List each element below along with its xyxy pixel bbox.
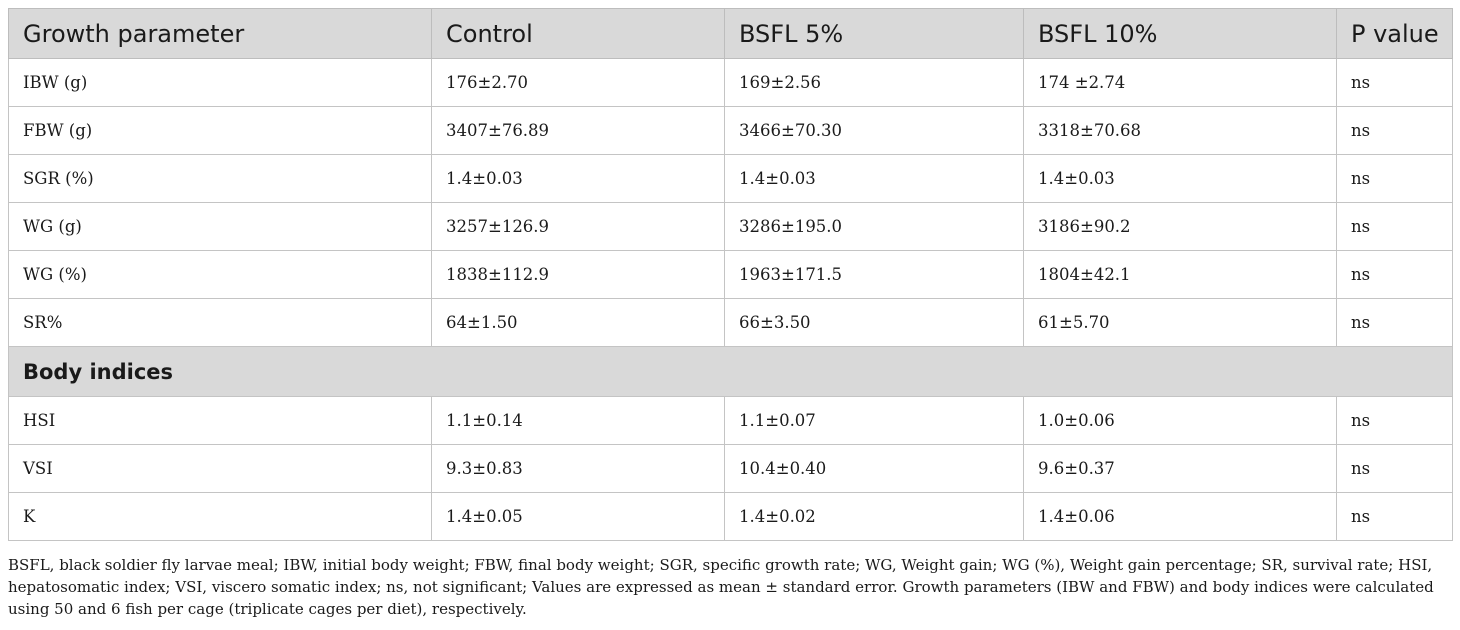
data-table-container: Growth parameter Control BSFL 5% BSFL 10…	[8, 8, 1453, 541]
growth-parameters-table: Growth parameter Control BSFL 5% BSFL 10…	[8, 8, 1453, 541]
cell-control: 176±2.70	[431, 58, 725, 107]
row-label: FBW (g)	[8, 106, 432, 155]
cell-bsfl-10: 61±5.70	[1023, 298, 1337, 347]
cell-p-value: ns	[1336, 396, 1453, 445]
header-bsfl-5: BSFL 5%	[724, 8, 1024, 59]
section-label: Body indices	[8, 346, 1453, 397]
cell-p-value: ns	[1336, 106, 1453, 155]
row-label: WG (g)	[8, 202, 432, 251]
table-row: VSI 9.3±0.83 10.4±0.40 9.6±0.37 ns	[8, 444, 1453, 493]
cell-p-value: ns	[1336, 298, 1453, 347]
table-row: IBW (g) 176±2.70 169±2.56 174 ±2.74 ns	[8, 58, 1453, 107]
cell-bsfl-10: 3318±70.68	[1023, 106, 1337, 155]
cell-bsfl-5: 1963±171.5	[724, 250, 1024, 299]
cell-bsfl-5: 3466±70.30	[724, 106, 1024, 155]
cell-control: 1.4±0.05	[431, 492, 725, 541]
table-row: K 1.4±0.05 1.4±0.02 1.4±0.06 ns	[8, 492, 1453, 541]
cell-bsfl-10: 174 ±2.74	[1023, 58, 1337, 107]
table-row: WG (g) 3257±126.9 3286±195.0 3186±90.2 n…	[8, 202, 1453, 251]
cell-bsfl-5: 1.4±0.03	[724, 154, 1024, 203]
header-bsfl-10: BSFL 10%	[1023, 8, 1337, 59]
cell-control: 64±1.50	[431, 298, 725, 347]
cell-bsfl-10: 9.6±0.37	[1023, 444, 1337, 493]
table-header: Growth parameter Control BSFL 5% BSFL 10…	[8, 8, 1453, 59]
cell-control: 1838±112.9	[431, 250, 725, 299]
header-control: Control	[431, 8, 725, 59]
cell-p-value: ns	[1336, 492, 1453, 541]
cell-bsfl-5: 3286±195.0	[724, 202, 1024, 251]
table-row: WG (%) 1838±112.9 1963±171.5 1804±42.1 n…	[8, 250, 1453, 299]
section-row-body-indices: Body indices	[8, 346, 1453, 397]
cell-control: 3407±76.89	[431, 106, 725, 155]
cell-control: 3257±126.9	[431, 202, 725, 251]
header-growth-parameter: Growth parameter	[8, 8, 432, 59]
header-row: Growth parameter Control BSFL 5% BSFL 10…	[8, 8, 1453, 59]
cell-bsfl-5: 1.1±0.07	[724, 396, 1024, 445]
cell-bsfl-5: 1.4±0.02	[724, 492, 1024, 541]
cell-bsfl-5: 10.4±0.40	[724, 444, 1024, 493]
cell-control: 9.3±0.83	[431, 444, 725, 493]
cell-p-value: ns	[1336, 202, 1453, 251]
table-row: FBW (g) 3407±76.89 3466±70.30 3318±70.68…	[8, 106, 1453, 155]
row-label: VSI	[8, 444, 432, 493]
cell-bsfl-5: 169±2.56	[724, 58, 1024, 107]
cell-bsfl-10: 1804±42.1	[1023, 250, 1337, 299]
cell-p-value: ns	[1336, 250, 1453, 299]
table-row: SGR (%) 1.4±0.03 1.4±0.03 1.4±0.03 ns	[8, 154, 1453, 203]
table-footnote: BSFL, black soldier fly larvae meal; IBW…	[8, 556, 1434, 618]
cell-bsfl-10: 1.0±0.06	[1023, 396, 1337, 445]
header-p-value: P value	[1336, 8, 1453, 59]
cell-bsfl-10: 1.4±0.06	[1023, 492, 1337, 541]
table-row: SR% 64±1.50 66±3.50 61±5.70 ns	[8, 298, 1453, 347]
row-label: SR%	[8, 298, 432, 347]
row-label: WG (%)	[8, 250, 432, 299]
row-label: IBW (g)	[8, 58, 432, 107]
table-body: IBW (g) 176±2.70 169±2.56 174 ±2.74 ns F…	[8, 58, 1453, 541]
cell-control: 1.4±0.03	[431, 154, 725, 203]
cell-bsfl-5: 66±3.50	[724, 298, 1024, 347]
row-label: SGR (%)	[8, 154, 432, 203]
cell-p-value: ns	[1336, 58, 1453, 107]
row-label: HSI	[8, 396, 432, 445]
cell-p-value: ns	[1336, 444, 1453, 493]
table-row: HSI 1.1±0.14 1.1±0.07 1.0±0.06 ns	[8, 396, 1453, 445]
cell-p-value: ns	[1336, 154, 1453, 203]
row-label: K	[8, 492, 432, 541]
cell-control: 1.1±0.14	[431, 396, 725, 445]
cell-bsfl-10: 3186±90.2	[1023, 202, 1337, 251]
cell-bsfl-10: 1.4±0.03	[1023, 154, 1337, 203]
